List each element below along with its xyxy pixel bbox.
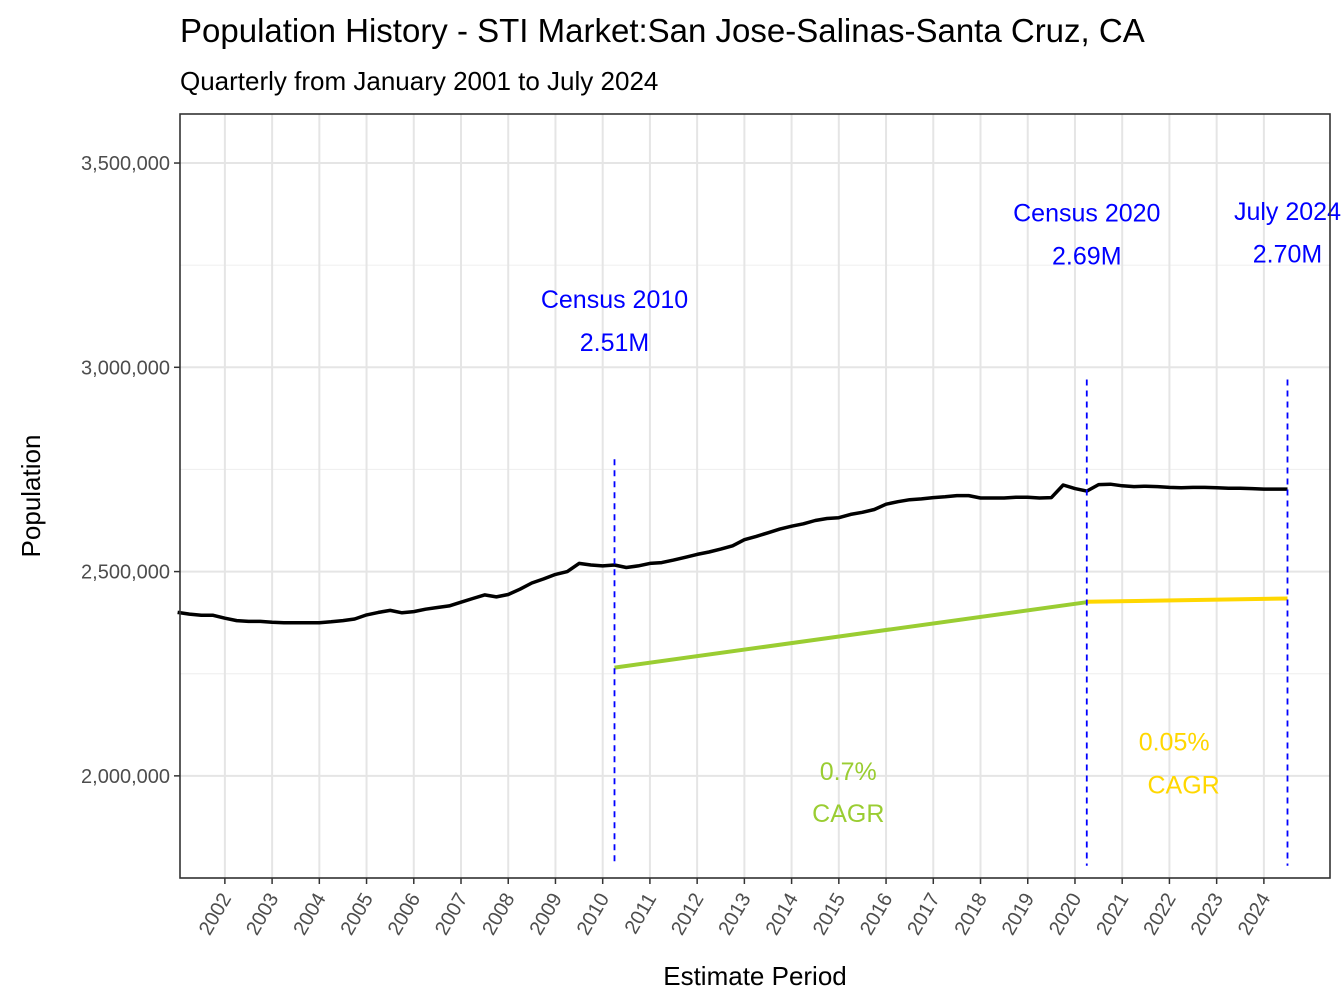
cagr-2010-pct: 0.7% xyxy=(820,758,877,786)
population-line xyxy=(177,482,1288,625)
x-tick-label: 2019 xyxy=(998,890,1039,940)
cagr-2010-text: CAGR xyxy=(812,800,884,828)
cagr-2020-pct: 0.05% xyxy=(1139,729,1210,757)
series-layer xyxy=(177,482,1288,670)
x-tick-label: 2006 xyxy=(384,890,425,940)
x-tick-label: 2013 xyxy=(714,890,755,940)
july-2024-label: July 2024 xyxy=(1234,198,1341,226)
x-tick-label: 2022 xyxy=(1139,890,1180,940)
cagr-2010-2020-line xyxy=(614,600,1088,670)
y-tick-label: 3,500,000 xyxy=(81,153,170,175)
x-tick-label: 2003 xyxy=(242,890,283,940)
cagr-2020-2024-line xyxy=(1086,596,1288,604)
x-tick-label: 2012 xyxy=(667,890,708,940)
y-axis-title: Population xyxy=(16,435,46,558)
reference-lines xyxy=(613,379,1289,866)
cagr-2020-text: CAGR xyxy=(1147,771,1219,799)
july-2024-value: 2.70M xyxy=(1253,241,1322,269)
x-axis: 2002 2003 2004 2005 2006 2007 2008 2009 2010 2011… xyxy=(195,878,1275,939)
x-tick-label: 2011 xyxy=(621,890,662,938)
x-tick-label: 2024 xyxy=(1234,890,1275,940)
x-tick-label: 2015 xyxy=(809,890,850,940)
x-tick-label: 2008 xyxy=(478,890,519,940)
census-2010-value: 2.51M xyxy=(580,329,649,357)
x-tick-label: 2017 xyxy=(903,890,944,940)
x-tick-label: 2009 xyxy=(525,890,566,940)
chart-title: Population History - STI Market:San Jose… xyxy=(180,12,1145,49)
x-tick-label: 2014 xyxy=(762,890,803,940)
plot-panel-border xyxy=(179,113,1331,879)
x-tick-label: 2016 xyxy=(856,890,897,940)
x-tick-label: 2018 xyxy=(951,890,992,940)
x-tick-label: 2010 xyxy=(573,890,614,940)
census-2010-label: Census 2010 xyxy=(541,286,688,314)
x-axis-title: Estimate Period xyxy=(663,961,847,991)
x-tick-label: 2002 xyxy=(195,890,236,940)
census-2020-value: 2.69M xyxy=(1052,242,1121,270)
annotations: Census 2010 2.51M Census 2020 2.69M July 202… xyxy=(541,198,1341,828)
x-tick-label: 2021 xyxy=(1092,890,1133,940)
chart-subtitle: Quarterly from January 2001 to July 2024 xyxy=(180,66,658,96)
census-2020-label: Census 2020 xyxy=(1013,199,1160,227)
x-tick-label: 2005 xyxy=(337,890,378,940)
x-tick-label: 2004 xyxy=(289,890,330,940)
y-tick-label: 2,500,000 xyxy=(81,562,170,584)
x-tick-label: 2023 xyxy=(1187,890,1228,940)
x-tick-label: 2007 xyxy=(431,890,472,940)
y-tick-label: 2,000,000 xyxy=(81,766,170,788)
grid-major xyxy=(180,114,1330,878)
y-tick-label: 3,000,000 xyxy=(81,357,170,379)
x-tick-label: 2020 xyxy=(1045,890,1086,940)
y-axis: 2,000,000 2,500,000 3,000,000 3,500,000 xyxy=(81,153,180,788)
